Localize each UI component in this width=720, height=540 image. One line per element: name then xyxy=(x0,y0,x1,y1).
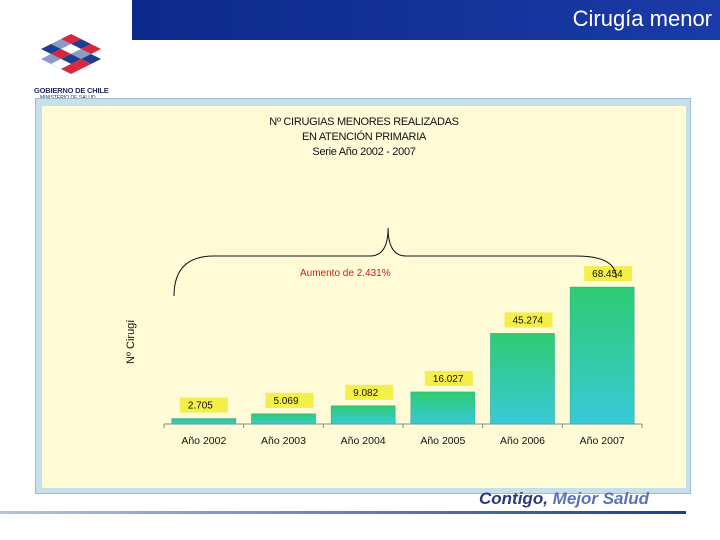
x-tick-label: Año 2007 xyxy=(580,435,625,447)
slogan-part-2: Mejor Salud xyxy=(552,489,650,508)
footer-slogan: Contigo, Mejor Salud xyxy=(479,489,649,509)
logo-text-government: GOBIERNO DE CHILE xyxy=(34,86,109,95)
data-label-box xyxy=(504,312,553,328)
bar-año-2007 xyxy=(569,286,635,425)
title-bar: Cirugía menor xyxy=(132,0,720,40)
chart-area: Nº CIRUGIAS MENORES REALIZADAS EN ATENCI… xyxy=(42,106,686,488)
chart-frame: Nº CIRUGIAS MENORES REALIZADAS EN ATENCI… xyxy=(35,98,691,494)
footer-line xyxy=(0,511,686,514)
x-tick-label: Año 2004 xyxy=(341,435,386,447)
data-label: 45.274 xyxy=(513,315,544,326)
data-label: 9.082 xyxy=(353,388,378,399)
data-label-box xyxy=(179,397,228,413)
slogan-part-1: Contigo, xyxy=(479,489,548,508)
chart-title-line-1: Nº CIRUGIAS MENORES REALIZADAS xyxy=(269,116,459,128)
x-tick-label: Año 2002 xyxy=(181,435,226,447)
data-label: 2.705 xyxy=(188,401,213,412)
annotation-text: Aumento de 2.431% xyxy=(300,268,391,279)
bar-año-2005 xyxy=(410,391,476,425)
data-label: 68.454 xyxy=(592,269,623,280)
bar-año-2004 xyxy=(330,405,396,425)
data-label-box xyxy=(265,392,314,408)
chart-title-line-2: EN ATENCIÓN PRIMARIA xyxy=(302,131,426,143)
bar-año-2006 xyxy=(490,333,555,425)
slide-title: Cirugía menor xyxy=(572,6,712,31)
bar-año-2002 xyxy=(171,418,237,425)
y-axis-label: Nº Cirugí xyxy=(125,320,137,364)
data-label-box xyxy=(424,370,473,386)
data-label: 16.027 xyxy=(433,374,464,385)
government-logo xyxy=(41,34,101,74)
logo-tile xyxy=(61,64,81,74)
x-tick-label: Año 2003 xyxy=(261,435,306,447)
bar-chart: Nº Cirugí 2.705 Año 2002 5.069 Año 2003 9.082… xyxy=(125,227,643,447)
x-tick-label: Año 2005 xyxy=(420,435,465,447)
bar-año-2003 xyxy=(251,413,316,425)
data-label: 5.069 xyxy=(274,396,299,407)
data-label-box xyxy=(345,384,394,400)
brace-annotation xyxy=(173,227,617,297)
x-tick-label: Año 2006 xyxy=(500,435,545,447)
chart-title-line-3: Serie Año 2002 - 2007 xyxy=(312,146,416,158)
data-label-box xyxy=(584,266,633,282)
